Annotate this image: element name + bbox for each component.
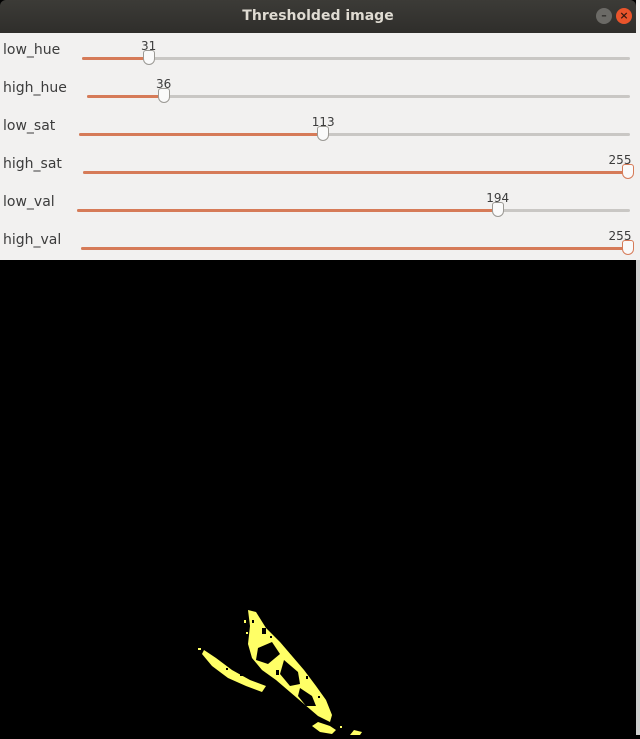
- trackbar-label-low-hue: low_hue: [3, 42, 61, 58]
- trackbar-label-low-sat: low_sat: [3, 118, 56, 134]
- slider-value-low-hue: 31: [140, 39, 157, 53]
- mask-noise: [226, 620, 320, 698]
- slider-fill-low-sat: [79, 133, 324, 136]
- slider-value-low-val: 194: [486, 191, 510, 205]
- slider-track-low-val[interactable]: [77, 202, 630, 217]
- slider-fill-low-val: [77, 209, 498, 212]
- slider-handle-high-sat[interactable]: [622, 164, 634, 179]
- mask-image: [0, 260, 636, 735]
- slider-value-high-hue: 36: [156, 77, 172, 91]
- trackbar-high-sat: high_sat 255: [0, 147, 636, 185]
- slider-value-high-sat: 255: [608, 153, 632, 167]
- slider-track-high-val[interactable]: [81, 240, 634, 255]
- window-right-edge-lower: [636, 260, 640, 735]
- close-icon[interactable]: ×: [616, 8, 632, 24]
- trackbar-high-hue: high_hue 36: [0, 71, 636, 109]
- title-bar[interactable]: Thresholded image – ×: [0, 0, 636, 33]
- slider-fill-high-val: [81, 247, 630, 250]
- window-title: Thresholded image: [242, 8, 394, 24]
- slider-track-high-hue[interactable]: [87, 88, 630, 103]
- slider-handle-high-hue[interactable]: [157, 88, 170, 103]
- slider-value-high-val: 255: [608, 229, 632, 243]
- slider-fill-high-hue: [87, 95, 164, 98]
- trackbar-label-high-sat: high_sat: [3, 156, 62, 172]
- slider-track-high-sat[interactable]: [83, 164, 634, 179]
- slider-handle-low-hue[interactable]: [142, 50, 155, 65]
- slider-handle-high-val[interactable]: [622, 240, 634, 255]
- slider-handle-low-val[interactable]: [491, 202, 504, 217]
- window-right-edge: [636, 0, 640, 260]
- slider-fill-high-sat: [83, 171, 630, 174]
- slider-handle-low-sat[interactable]: [317, 126, 330, 141]
- thresholded-image-canvas: [0, 260, 636, 735]
- minimize-icon[interactable]: –: [596, 8, 612, 24]
- slider-track-low-hue[interactable]: [82, 50, 630, 65]
- trackbar-panel: low_hue 31 high_hue 36 low_sat 113 high_sat 255…: [0, 33, 636, 260]
- slider-value-low-sat: 113: [311, 115, 335, 129]
- mask-holes: [256, 628, 316, 706]
- slider-track-low-sat[interactable]: [79, 126, 630, 141]
- trackbar-low-sat: low_sat 113: [0, 109, 636, 147]
- trackbar-low-val: low_val 194: [0, 185, 636, 223]
- trackbar-label-high-hue: high_hue: [3, 80, 67, 96]
- mask-specks: [198, 620, 342, 728]
- slider-fill-low-hue: [82, 57, 149, 60]
- trackbar-low-hue: low_hue 31: [0, 33, 636, 71]
- trackbar-label-low-val: low_val: [3, 194, 55, 210]
- trackbar-label-high-val: high_val: [3, 232, 62, 248]
- trackbar-high-val: high_val 255: [0, 223, 636, 261]
